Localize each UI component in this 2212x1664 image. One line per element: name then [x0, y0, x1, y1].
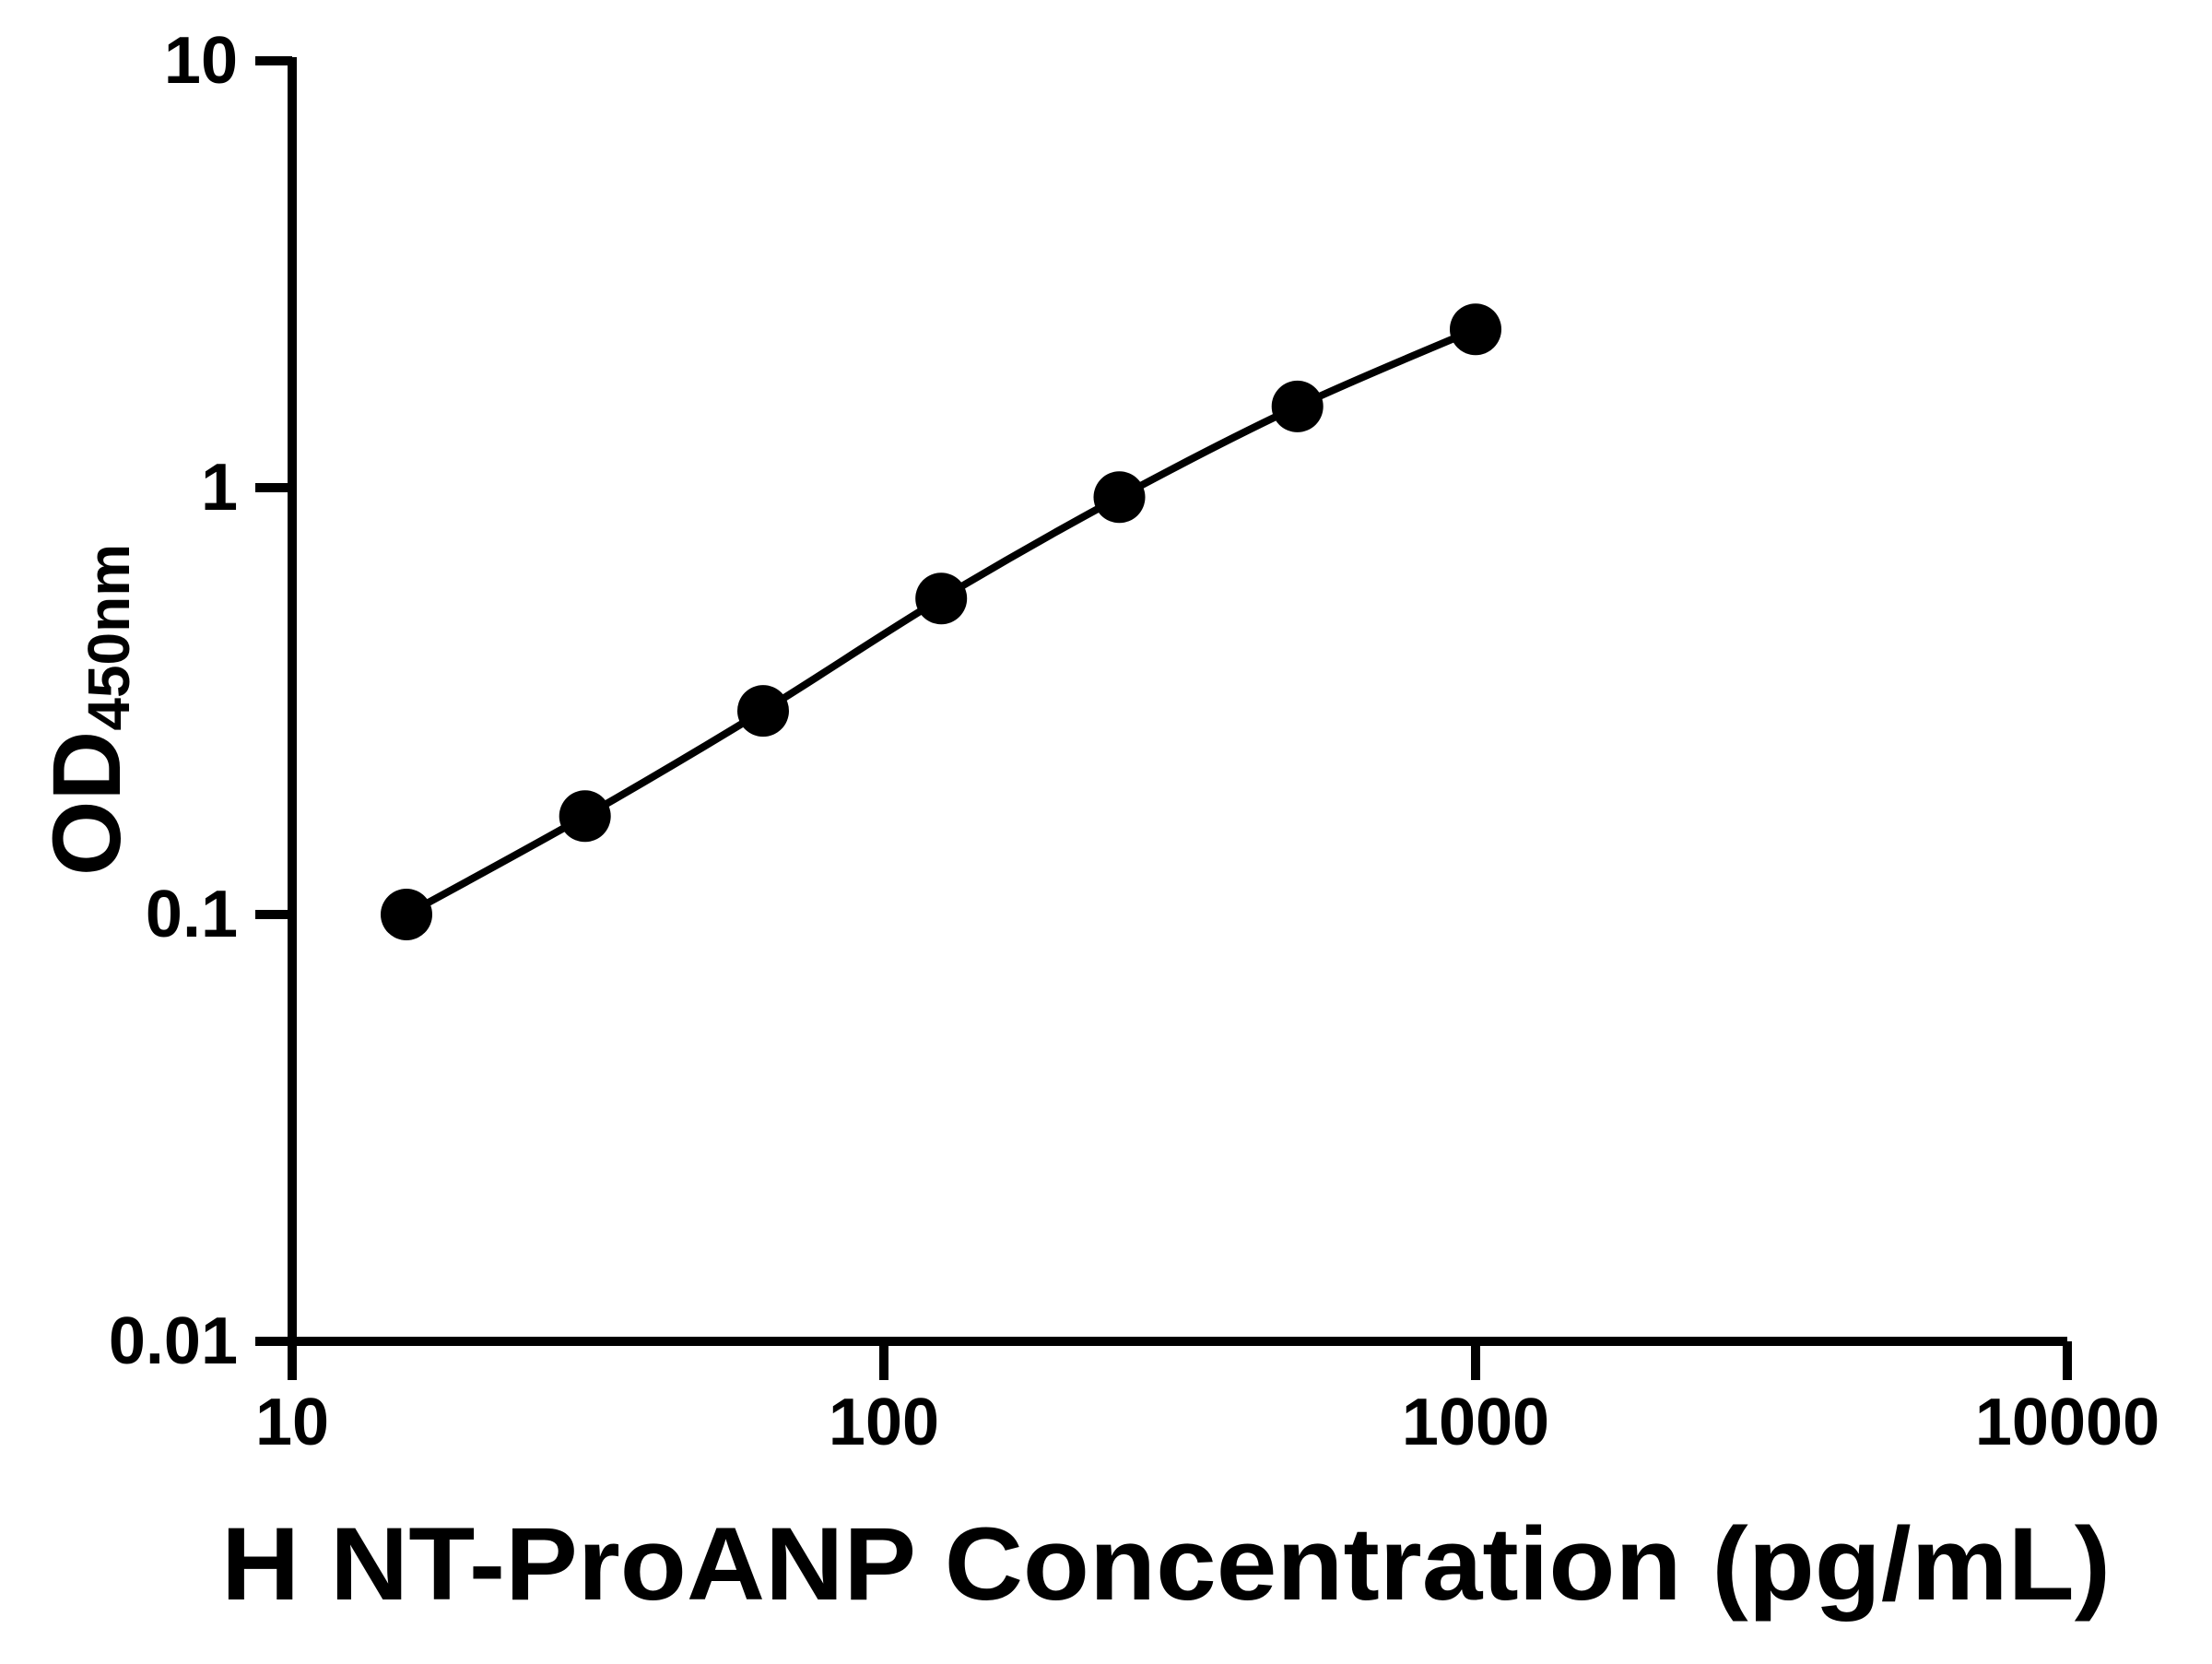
x-axis-tick-label: 100: [829, 1386, 939, 1459]
x-axis-tick-label: 1000: [1402, 1386, 1549, 1459]
y-axis-tick-label: 1: [201, 451, 238, 525]
x-axis-tick-label: 10: [255, 1386, 329, 1459]
x-axis-title: H NT-ProANP Concentration (pg/mL): [221, 1506, 2111, 1622]
data-point-marker: [559, 790, 611, 843]
y-axis-tick-labels: 10 1 0.1 0.01: [109, 24, 238, 1378]
y-axis-tick-label: 0.1: [146, 878, 238, 951]
data-point-marker: [381, 889, 432, 940]
y-axis-title-main: OD: [33, 731, 141, 877]
data-point-marker: [737, 685, 789, 738]
data-series-group: [381, 303, 1501, 940]
y-axis-tick-label: 10: [164, 24, 238, 98]
data-point-marker: [1450, 303, 1501, 356]
data-point-marker: [1093, 471, 1146, 524]
x-axis-tick-labels: 10 100 1000 10000: [255, 1386, 2159, 1459]
y-axis-title-subscript: 450nm: [76, 544, 142, 731]
data-point-marker: [915, 572, 968, 625]
data-point-marker: [1271, 380, 1324, 432]
y-axis-title: OD450nm: [33, 544, 142, 876]
x-axis-ticks: [288, 1341, 2072, 1380]
y-axis-ticks: [255, 56, 292, 1346]
y-axis-tick-label: 0.01: [109, 1304, 238, 1378]
x-axis-tick-label: 10000: [1975, 1386, 2159, 1459]
